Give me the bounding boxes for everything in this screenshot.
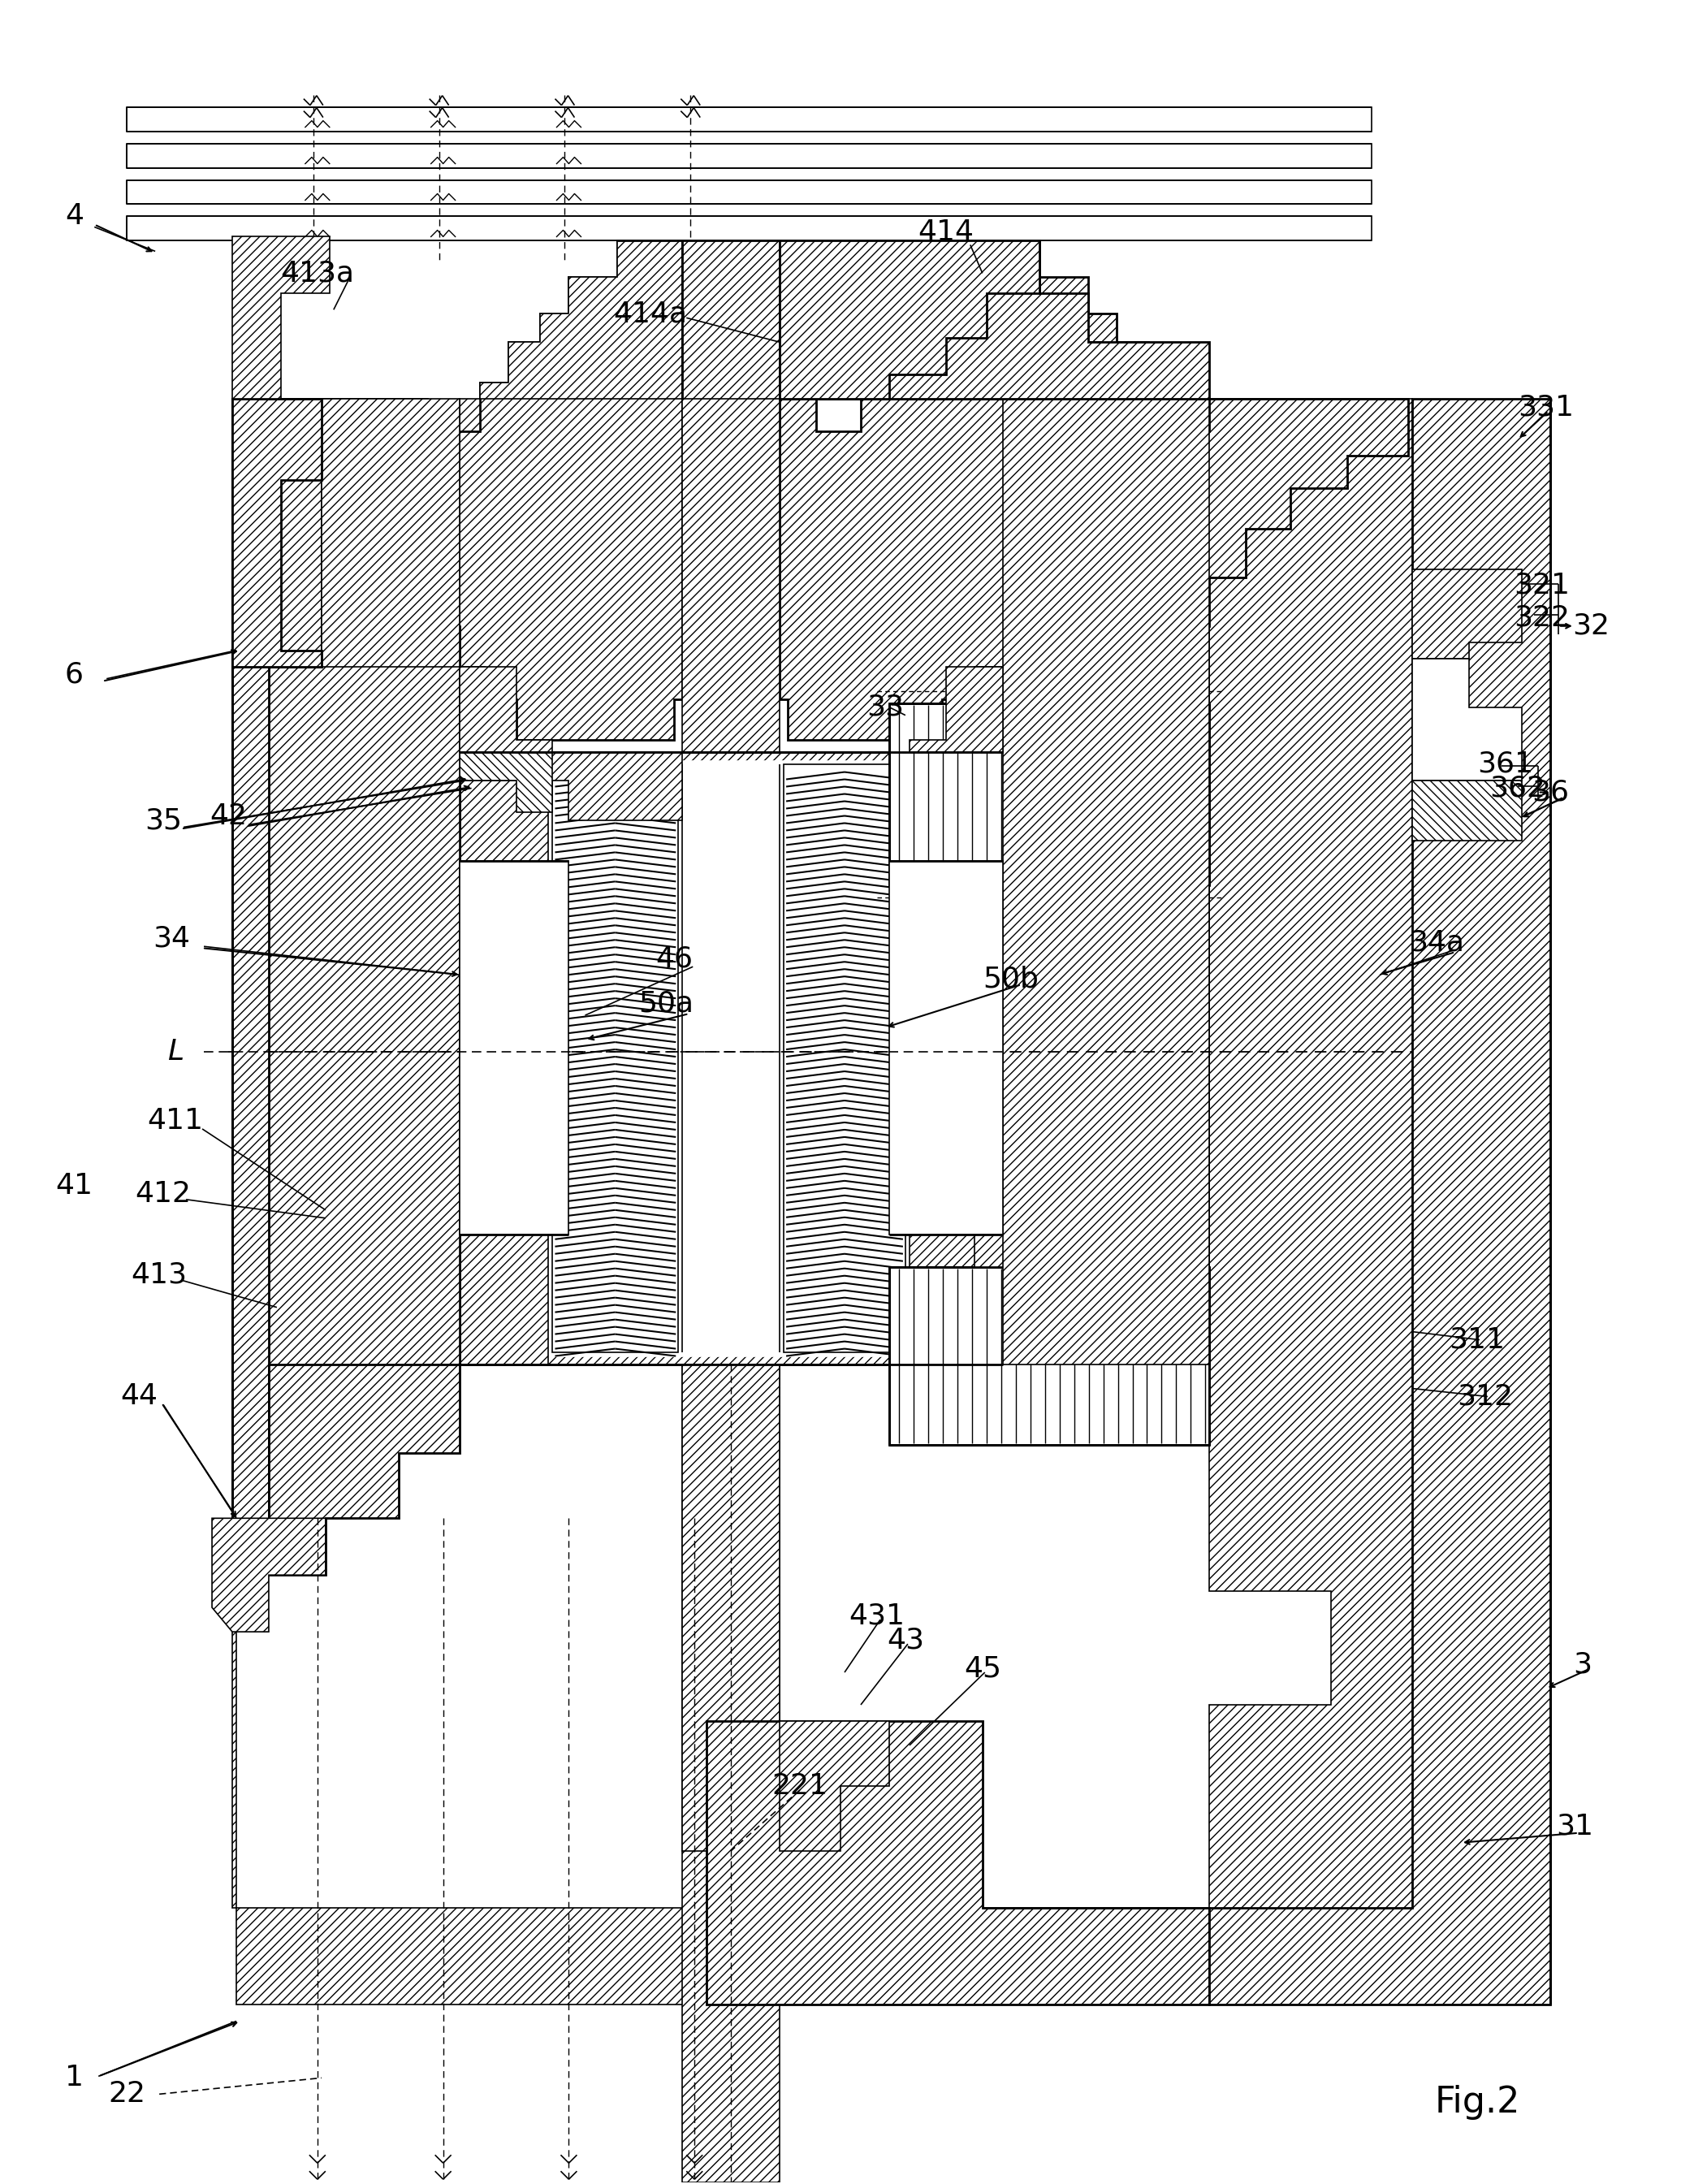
Polygon shape [982,400,1550,2005]
Polygon shape [780,240,1210,400]
Text: 414: 414 [918,218,973,247]
Polygon shape [232,240,1409,740]
Polygon shape [321,400,459,666]
Polygon shape [459,751,553,812]
Polygon shape [548,760,909,1356]
Polygon shape [617,240,780,400]
Polygon shape [682,1365,780,1850]
Text: 31: 31 [1557,1813,1594,1841]
Text: 32: 32 [1572,612,1609,640]
Polygon shape [975,885,1210,1267]
Polygon shape [1412,570,1521,657]
Polygon shape [126,216,1372,240]
Polygon shape [1412,657,1521,780]
Text: 1: 1 [66,2064,84,2092]
Text: 36: 36 [1531,778,1568,806]
Polygon shape [126,144,1372,168]
Text: 44: 44 [121,1382,158,1411]
Polygon shape [1412,780,1521,841]
Text: 331: 331 [1518,393,1573,422]
Text: 413: 413 [131,1260,187,1289]
Polygon shape [1210,400,1550,2005]
Polygon shape [1002,400,1210,1365]
Polygon shape [889,860,1002,1234]
Polygon shape [459,666,553,751]
Text: 311: 311 [1449,1326,1504,1354]
Polygon shape [232,240,682,1542]
Text: 50b: 50b [983,965,1039,994]
Text: 413a: 413a [281,260,355,286]
Text: 43: 43 [886,1627,925,1653]
Text: 4: 4 [66,203,84,229]
Polygon shape [706,1721,1210,2005]
Polygon shape [232,400,706,2005]
Polygon shape [459,751,682,821]
Text: 6: 6 [66,662,84,688]
Polygon shape [126,179,1372,205]
Polygon shape [232,400,321,666]
Text: 411: 411 [148,1107,203,1136]
Polygon shape [780,240,1210,432]
Text: 362: 362 [1489,775,1547,802]
Polygon shape [459,860,568,1234]
Text: 321: 321 [1515,572,1570,598]
Polygon shape [269,1365,459,1575]
Text: 22: 22 [108,2081,146,2108]
Text: 412: 412 [134,1179,192,1208]
Text: 35: 35 [145,806,182,834]
Text: 322: 322 [1515,605,1570,631]
Text: 414a: 414a [614,299,688,328]
Text: 33: 33 [866,692,904,721]
Polygon shape [212,1518,326,1631]
Polygon shape [780,240,1039,400]
Text: 42: 42 [210,804,247,830]
Text: 34a: 34a [1409,928,1464,957]
Text: 312: 312 [1457,1382,1513,1411]
Text: 46: 46 [656,946,693,972]
Text: 3: 3 [1573,1651,1592,1677]
Text: 45: 45 [963,1655,1002,1682]
Text: Fig.2: Fig.2 [1434,2086,1520,2121]
Polygon shape [232,400,321,1542]
Polygon shape [553,764,679,1352]
Polygon shape [889,703,1210,885]
Polygon shape [909,666,1002,751]
Polygon shape [780,1721,889,1850]
Polygon shape [681,764,782,1352]
Polygon shape [682,240,780,2182]
Polygon shape [889,1267,1210,1446]
Polygon shape [783,764,906,1352]
Polygon shape [232,236,329,400]
Text: 34: 34 [153,924,190,952]
Polygon shape [126,107,1372,131]
Text: 361: 361 [1478,749,1533,778]
Text: 50a: 50a [639,989,694,1018]
Text: L: L [168,1037,183,1066]
Text: 221: 221 [772,1771,829,1800]
Polygon shape [459,751,1002,1365]
Text: 41: 41 [55,1173,92,1199]
Text: 431: 431 [849,1601,904,1629]
